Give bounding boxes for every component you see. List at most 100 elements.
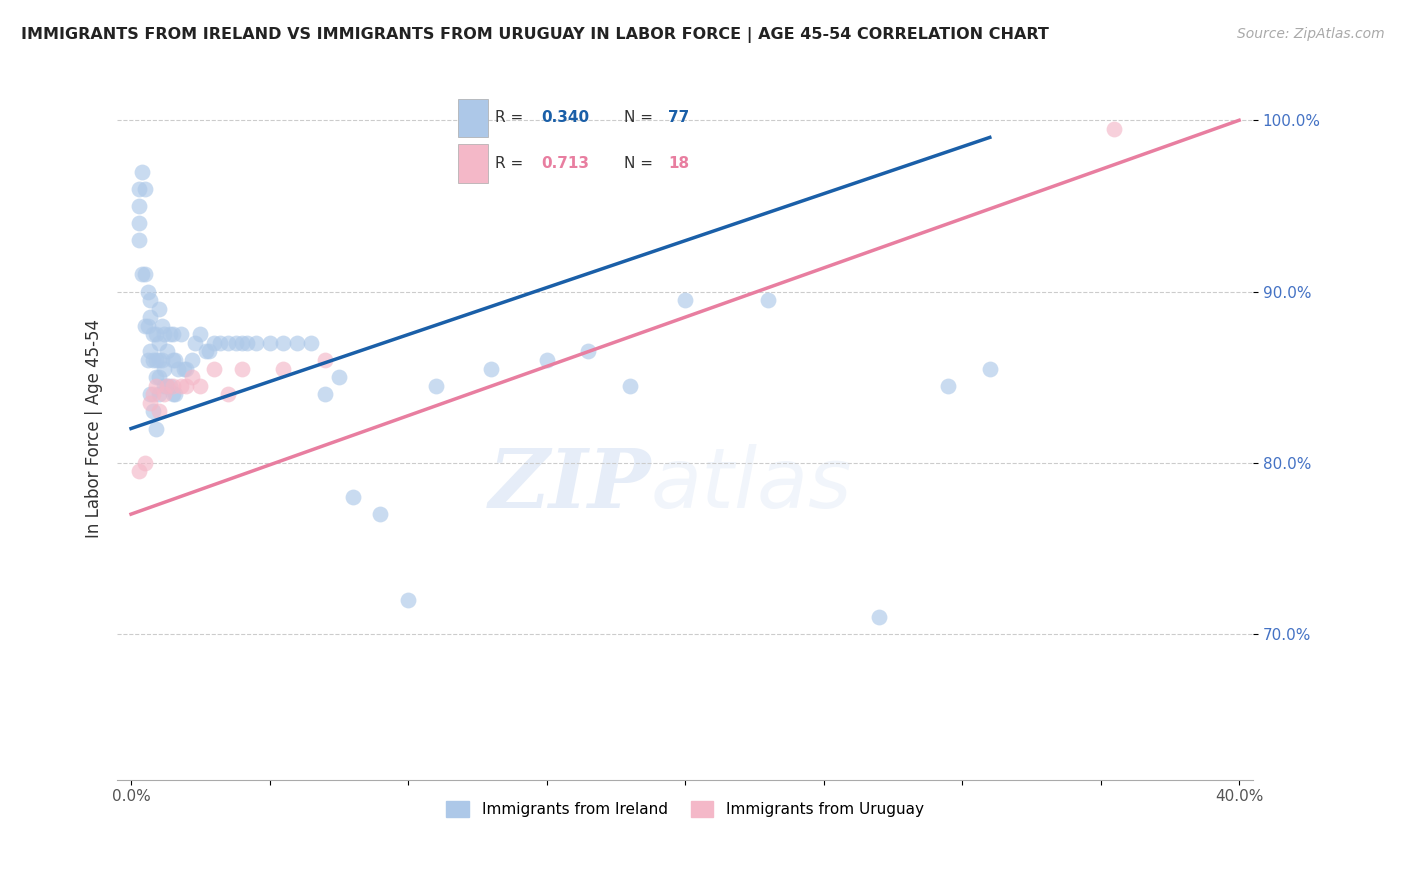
Point [756,293,779,307]
Point [153,387,176,401]
Point [167,361,190,376]
Point [139,310,162,325]
Point [170,327,193,342]
Point [156,344,179,359]
Point [184,335,207,350]
Point [868,610,890,624]
Point [299,335,322,350]
Point [134,182,156,196]
Point [231,361,253,376]
Point [148,404,170,418]
Point [285,335,308,350]
Point [148,387,170,401]
Point [173,361,195,376]
Point [536,353,558,368]
Point [197,344,219,359]
Point [145,378,167,392]
Point [159,327,181,342]
Point [142,327,165,342]
Point [134,456,156,470]
Point [136,285,159,299]
Point [142,404,165,418]
Point [134,318,156,333]
Point [342,490,364,504]
Point [162,353,184,368]
Point [181,370,204,384]
Point [188,378,211,392]
Point [181,353,204,368]
Text: IMMIGRANTS FROM IRELAND VS IMMIGRANTS FROM URUGUAY IN LABOR FORCE | AGE 45-54 CO: IMMIGRANTS FROM IRELAND VS IMMIGRANTS FR… [21,27,1049,43]
Point [128,233,150,247]
Text: Source: ZipAtlas.com: Source: ZipAtlas.com [1237,27,1385,41]
Point [273,361,295,376]
Point [142,387,165,401]
Point [170,378,193,392]
Point [259,335,281,350]
Point [145,327,167,342]
Point [139,293,162,307]
Point [202,335,225,350]
Point [176,378,198,392]
Y-axis label: In Labor Force | Age 45-54: In Labor Force | Age 45-54 [86,319,103,538]
Point [188,327,211,342]
Point [576,344,599,359]
Point [156,378,179,392]
Point [162,378,184,392]
Point [328,370,350,384]
Point [134,268,156,282]
Point [370,507,392,521]
Point [148,353,170,368]
Point [156,378,179,392]
Point [314,353,336,368]
Point [131,164,153,178]
Point [148,335,170,350]
Point [128,182,150,196]
Point [314,387,336,401]
Point [208,335,231,350]
Point [936,378,959,392]
Point [979,361,1001,376]
Point [145,421,167,435]
Point [194,344,217,359]
Point [148,370,170,384]
Point [245,335,267,350]
Point [148,301,170,316]
Point [136,353,159,368]
Point [425,378,447,392]
Point [165,353,187,368]
Point [217,335,239,350]
Point [139,387,162,401]
Point [150,353,173,368]
Point [236,335,259,350]
Point [128,216,150,230]
Point [136,318,159,333]
Point [396,592,419,607]
Point [202,361,225,376]
Text: atlas: atlas [651,444,852,525]
Point [619,378,641,392]
Point [225,335,247,350]
Point [165,387,187,401]
Point [128,199,150,213]
Point [217,387,239,401]
Point [139,344,162,359]
Point [176,361,198,376]
Point [139,396,162,410]
Point [142,353,165,368]
Point [145,353,167,368]
Point [273,335,295,350]
Point [153,327,176,342]
Point [162,387,184,401]
Point [159,378,181,392]
Point [131,268,153,282]
Point [479,361,502,376]
Point [153,361,176,376]
Point [673,293,696,307]
Point [231,335,253,350]
Point [150,318,173,333]
Point [1104,121,1126,136]
Point [128,464,150,478]
Text: ZIP: ZIP [488,445,651,524]
Point [153,378,176,392]
Point [145,370,167,384]
